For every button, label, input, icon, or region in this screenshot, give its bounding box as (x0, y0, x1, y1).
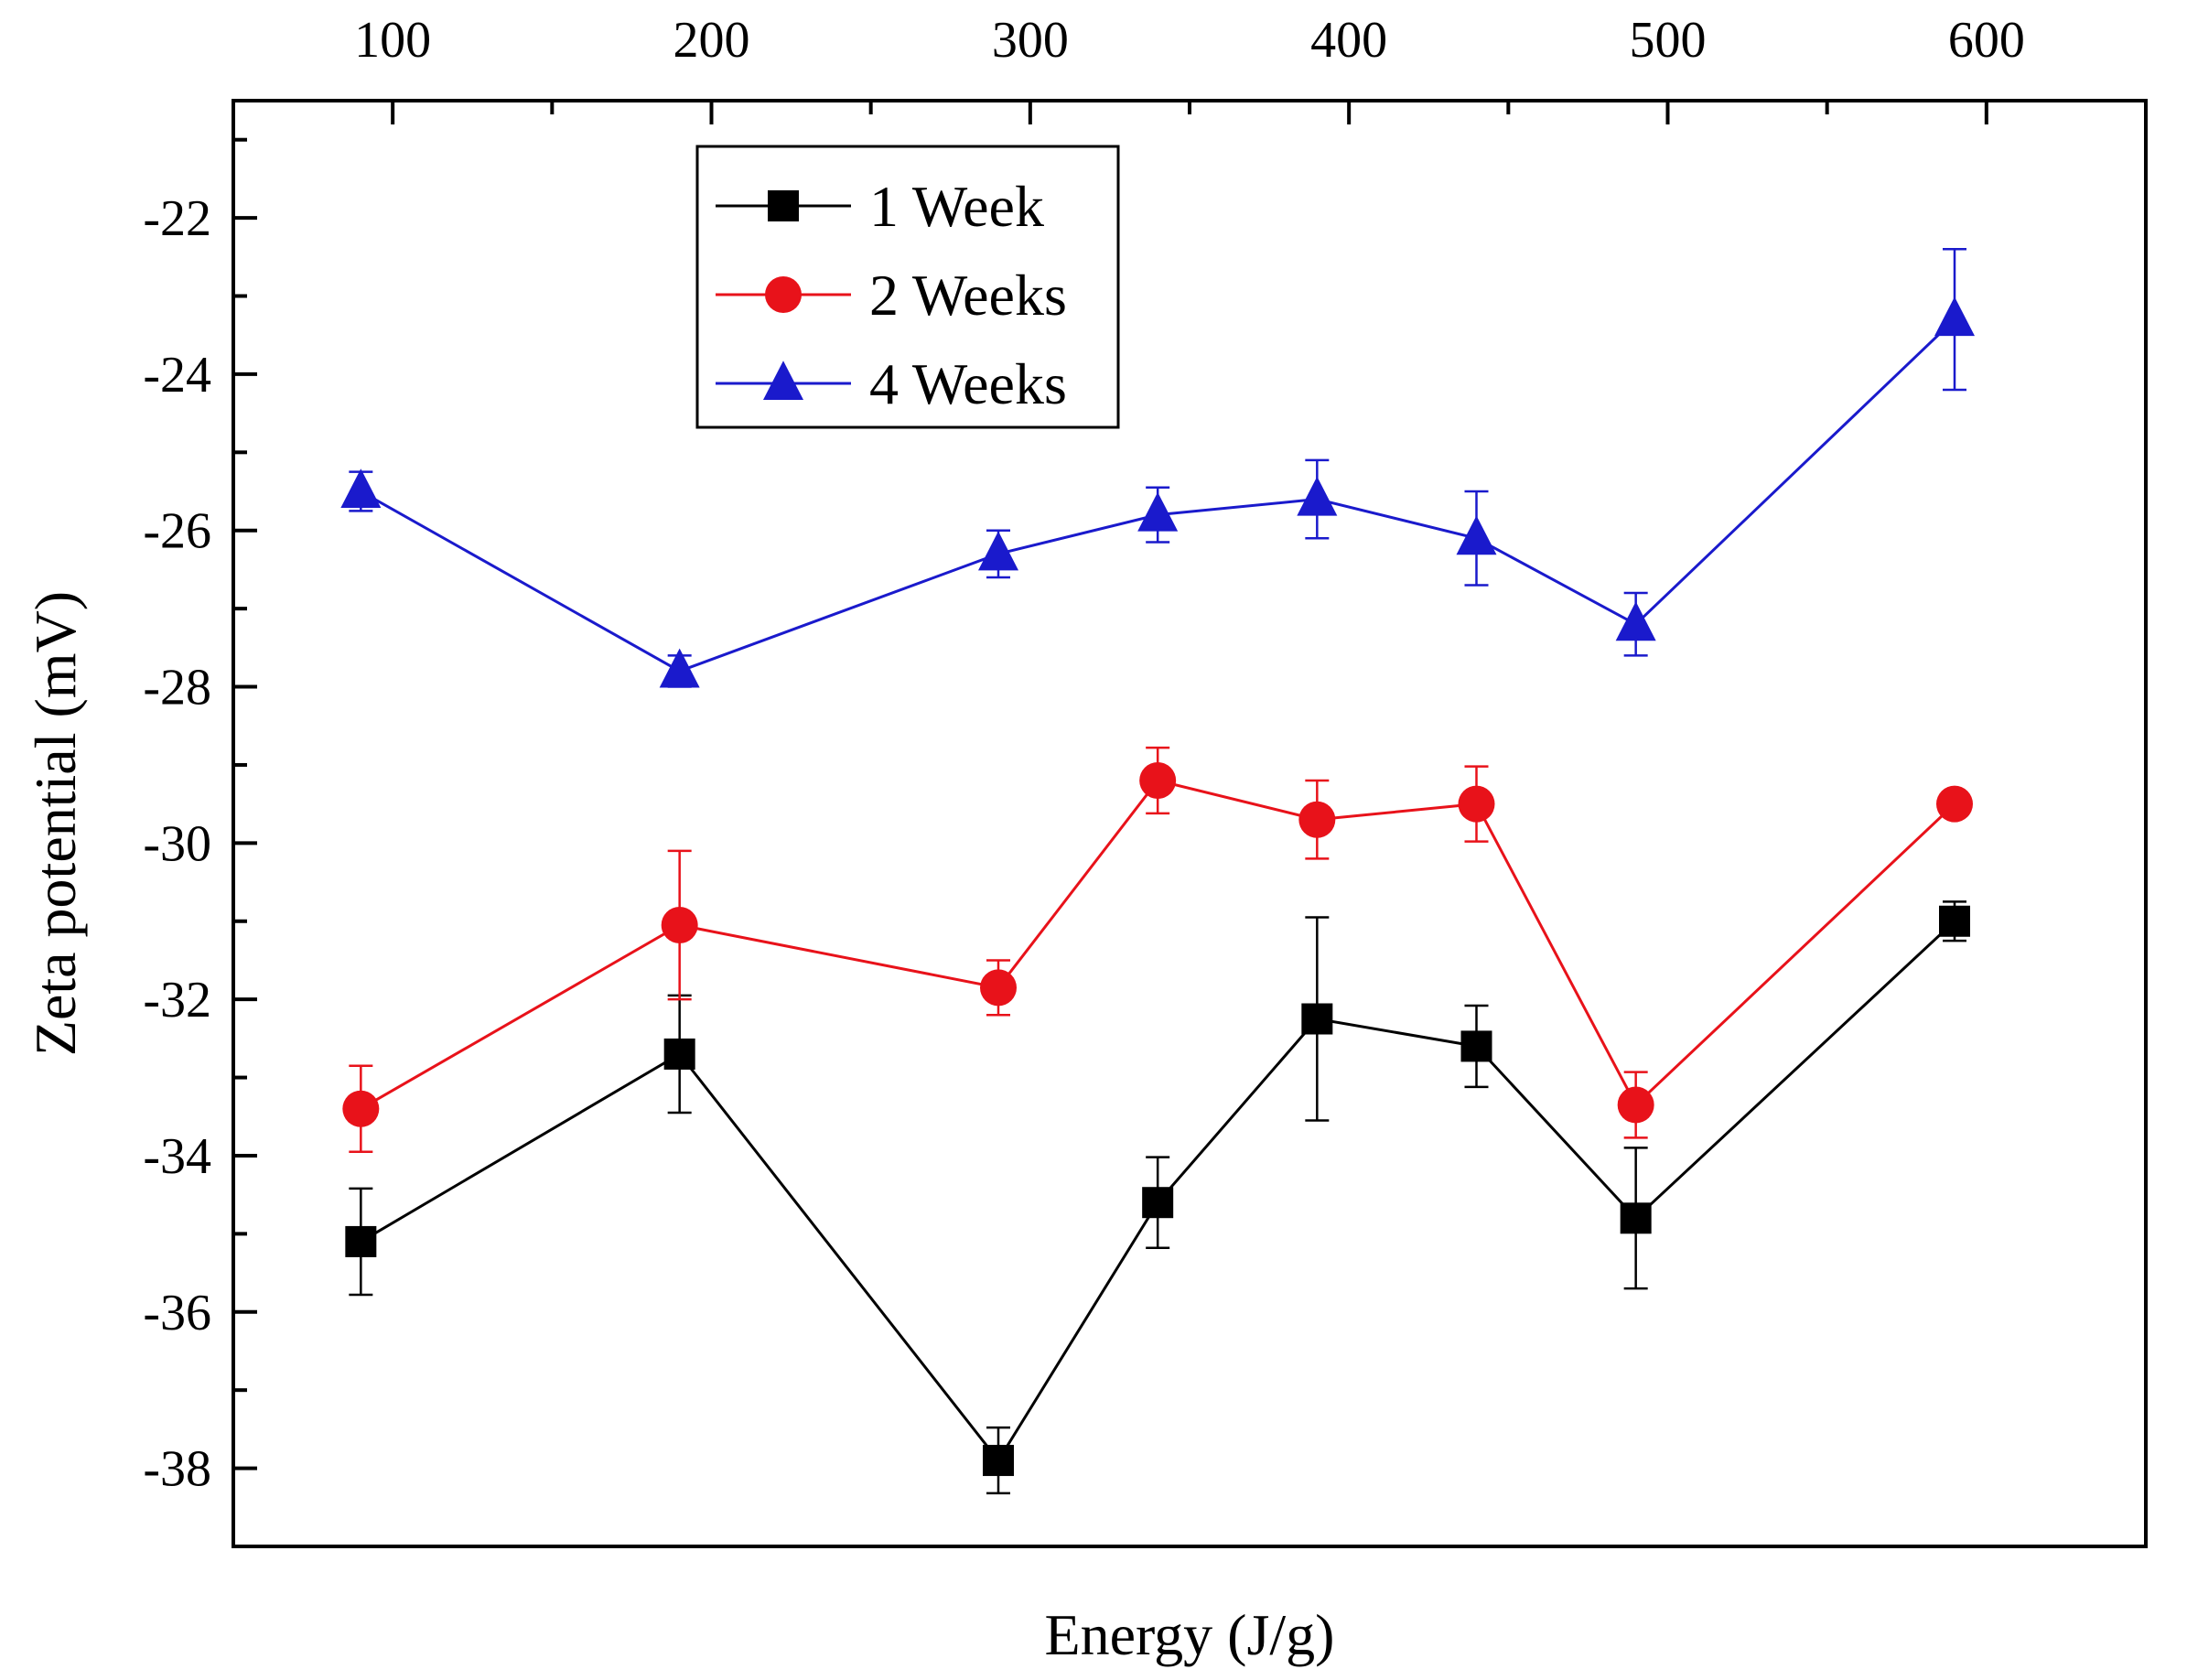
y-tick-label: -24 (143, 347, 211, 404)
tick-labels: 100 200 300 400 500 600 -38 -36 -34 -32 -30 -28 -26 -… (143, 12, 2024, 1498)
data-point-4-weeks (659, 648, 700, 688)
y-tick-label: -26 (143, 503, 211, 560)
legend-item-1-week: 1 Week (716, 174, 1044, 239)
data-point-1-week (1460, 1030, 1492, 1062)
x-tick-label: 600 (1948, 12, 2025, 69)
y-tick-label: -32 (143, 972, 211, 1028)
legend-marker-1-week (768, 190, 799, 221)
data-point-2-weeks (1617, 1086, 1654, 1124)
legend-label: 2 Weeks (869, 263, 1067, 328)
y-tick-label: -28 (143, 660, 211, 716)
data-point-4-weeks (1456, 515, 1497, 555)
data-point-1-week (1620, 1202, 1652, 1234)
legend-marker-2-weeks (765, 276, 802, 313)
series-lines (360, 318, 1956, 1463)
data-point-2-weeks (1458, 785, 1495, 823)
plot-frame (232, 99, 2148, 1548)
data-point-2-weeks (980, 969, 1017, 1007)
y-tick-label: -22 (143, 190, 211, 247)
data-point-1-week (1142, 1187, 1174, 1219)
data-point-2-weeks (1936, 785, 1973, 823)
series-line-1-week (360, 920, 1956, 1463)
data-point-2-weeks (342, 1090, 380, 1127)
legend-item-2-weeks: 2 Weeks (716, 263, 1067, 328)
data-point-1-week (345, 1225, 377, 1257)
x-tick-label: 200 (673, 12, 750, 69)
error-bars (349, 248, 1966, 1495)
x-axis-title: Energy (J/g) (1045, 1602, 1335, 1667)
data-point-1-week (1301, 1003, 1333, 1035)
legend-item-4-weeks: 4 Weeks (716, 351, 1067, 416)
y-tick-label: -34 (143, 1128, 211, 1185)
series-line-2-weeks (360, 779, 1956, 1111)
x-tick-label: 100 (354, 12, 431, 69)
data-point-2-weeks (1298, 801, 1336, 838)
series-line-4-weeks (360, 318, 1956, 673)
legend-label: 1 Week (869, 174, 1044, 239)
x-tick-label: 500 (1630, 12, 1707, 69)
y-tick-label: -38 (143, 1441, 211, 1498)
data-point-2-weeks (661, 907, 698, 944)
y-axis-title: Zeta potential (mV) (23, 591, 88, 1056)
legend-marker-4-weeks (763, 361, 803, 400)
y-tick-label: -36 (143, 1285, 211, 1341)
data-point-4-weeks (1297, 476, 1338, 516)
axis-ticks (233, 101, 1988, 1470)
data-point-1-week (983, 1445, 1014, 1477)
x-tick-label: 400 (1310, 12, 1387, 69)
data-point-4-weeks (340, 468, 382, 509)
data-point-2-weeks (1139, 762, 1177, 800)
legend-label: 4 Weeks (869, 351, 1067, 416)
data-point-4-weeks (1615, 601, 1656, 641)
data-point-4-weeks (978, 531, 1018, 571)
legend: 1 Week 2 Weeks 4 Weeks (695, 145, 1120, 429)
data-point-1-week (1939, 905, 1970, 937)
y-tick-label: -30 (143, 815, 211, 872)
series-markers (340, 296, 1975, 1477)
x-tick-label: 300 (992, 12, 1069, 69)
data-point-1-week (663, 1038, 695, 1070)
data-point-4-weeks (1137, 491, 1179, 532)
data-point-4-weeks (1934, 296, 1975, 337)
